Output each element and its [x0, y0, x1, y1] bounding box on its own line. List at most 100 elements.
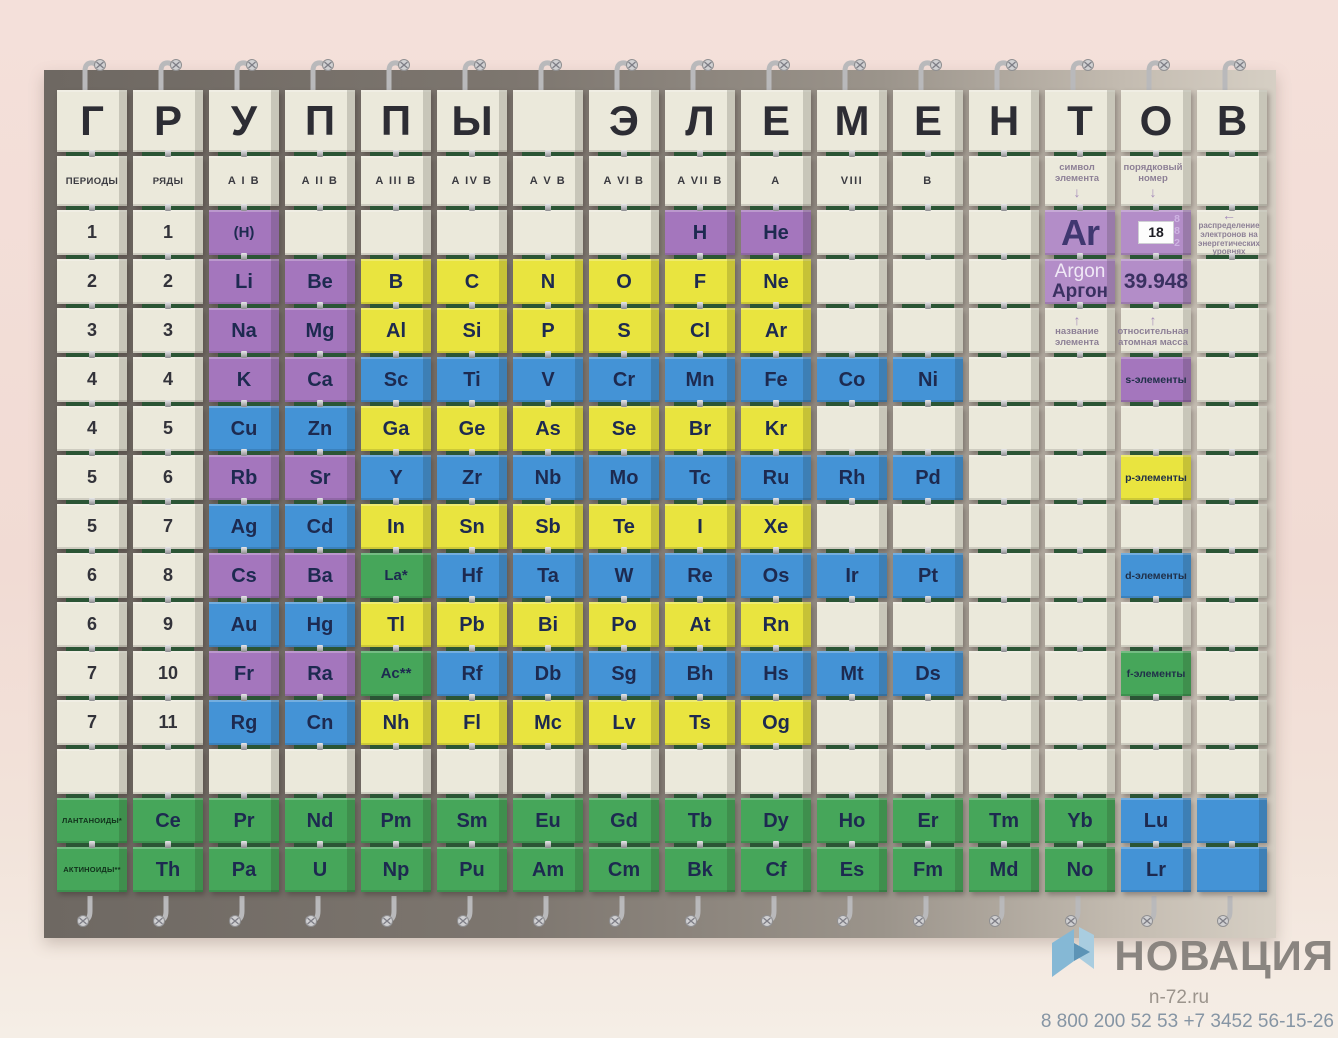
empty-block [1197, 253, 1267, 304]
element-n: N [513, 253, 583, 304]
element-w: W [589, 547, 659, 598]
element-cs: Cs [209, 547, 279, 598]
empty-block [437, 204, 507, 255]
element-te: Te [589, 498, 659, 549]
element-lv: Lv [589, 694, 659, 745]
element-tl: Tl [361, 596, 431, 647]
element-f: F [665, 253, 735, 304]
element-rh: Rh [817, 449, 887, 500]
empty-block [1045, 351, 1115, 402]
element-sr: Sr [285, 449, 355, 500]
element-cl: Cl [665, 302, 735, 353]
row-number: 3 [133, 302, 203, 353]
empty-block [57, 743, 127, 794]
element-sc: Sc [361, 351, 431, 402]
empty-block [1197, 302, 1267, 353]
group-header: A III B [361, 150, 431, 206]
periods-header: ПЕРИОДЫ [57, 150, 127, 206]
element-br: Br [665, 400, 735, 451]
period-number: 3 [57, 302, 127, 353]
arrow-down-icon: ↓ [1073, 183, 1081, 200]
empty-block [1045, 498, 1115, 549]
element-md: Md [969, 841, 1039, 892]
element-tm: Tm [969, 792, 1039, 843]
element-cm: Cm [589, 841, 659, 892]
mounting-hook-icon [817, 896, 887, 930]
element-ir: Ir [817, 547, 887, 598]
empty-block [969, 351, 1039, 402]
element-ag: Ag [209, 498, 279, 549]
element-ho: Ho [817, 792, 887, 843]
empty-block [1045, 400, 1115, 451]
empty-block [1121, 743, 1191, 794]
empty-block [1045, 645, 1115, 696]
empty-block [893, 743, 963, 794]
title-letter: Ы [437, 90, 507, 152]
element-ar: Ar [741, 302, 811, 353]
legend-sample-mass: 39.948 [1121, 253, 1191, 304]
lanthanides-label: ЛАНТАНОИДЫ* [57, 792, 127, 843]
period-number: 4 [57, 400, 127, 451]
mounting-hook-icon [1045, 54, 1115, 90]
group-header: A V B [513, 150, 583, 206]
element-cf: Cf [741, 841, 811, 892]
table-row: 5 6 Rb Sr Y Zr Nb Mo Tc Ru Rh Pd p-элементы [57, 449, 1273, 500]
empty-block [1197, 792, 1267, 843]
title-letter: Е [741, 90, 811, 152]
element-pr: Pr [209, 792, 279, 843]
empty-block [1197, 150, 1267, 206]
title-letter: У [209, 90, 279, 152]
row-number: 1 [133, 204, 203, 255]
element-ru: Ru [741, 449, 811, 500]
element-hs: Hs [741, 645, 811, 696]
element-ga: Ga [361, 400, 431, 451]
element-pb: Pb [437, 596, 507, 647]
element-rb: Rb [209, 449, 279, 500]
element-zr: Zr [437, 449, 507, 500]
empty-block [1121, 596, 1191, 647]
period-number: 7 [57, 694, 127, 745]
element-tc: Tc [665, 449, 735, 500]
title-letter: Н [969, 90, 1039, 152]
empty-block [1045, 694, 1115, 745]
empty-block [1197, 645, 1267, 696]
element-as: As [513, 400, 583, 451]
element-es: Es [817, 841, 887, 892]
element-na: Na [209, 302, 279, 353]
element-er: Er [893, 792, 963, 843]
empty-block [893, 596, 963, 647]
empty-block [285, 743, 355, 794]
empty-block [1197, 596, 1267, 647]
legend-s-elements: s-элементы [1121, 351, 1191, 402]
element-fm: Fm [893, 841, 963, 892]
empty-block [969, 596, 1039, 647]
empty-block [969, 253, 1039, 304]
element-li: Li [209, 253, 279, 304]
element-fl: Fl [437, 694, 507, 745]
table-row: 4 5 Cu Zn Ga Ge As Se Br Kr [57, 400, 1273, 451]
mounting-hook-icon [209, 54, 279, 90]
empty-block [665, 743, 735, 794]
title-letter: В [1197, 90, 1267, 152]
table-row: ЛАНТАНОИДЫ* Ce Pr Nd Pm Sm Eu Gd Tb Dy Ho Er Tm Yb Lu [57, 792, 1273, 843]
element-re: Re [665, 547, 735, 598]
row-number: 4 [133, 351, 203, 402]
element-bk: Bk [665, 841, 735, 892]
row-number: 7 [133, 498, 203, 549]
element-db: Db [513, 645, 583, 696]
element-ca: Ca [285, 351, 355, 402]
group-header: A VII B [665, 150, 735, 206]
row-number: 8 [133, 547, 203, 598]
row-number: 6 [133, 449, 203, 500]
element-pa: Pa [209, 841, 279, 892]
element-xe: Xe [741, 498, 811, 549]
empty-block [817, 743, 887, 794]
mounting-hook-icon [589, 896, 659, 930]
row-number: 11 [133, 694, 203, 745]
table-row: 1 1 (H) H He Ar 18 8 8 2 ← распределение электронов… [57, 204, 1273, 256]
empty-block [817, 253, 887, 304]
group-header: A [741, 150, 811, 206]
